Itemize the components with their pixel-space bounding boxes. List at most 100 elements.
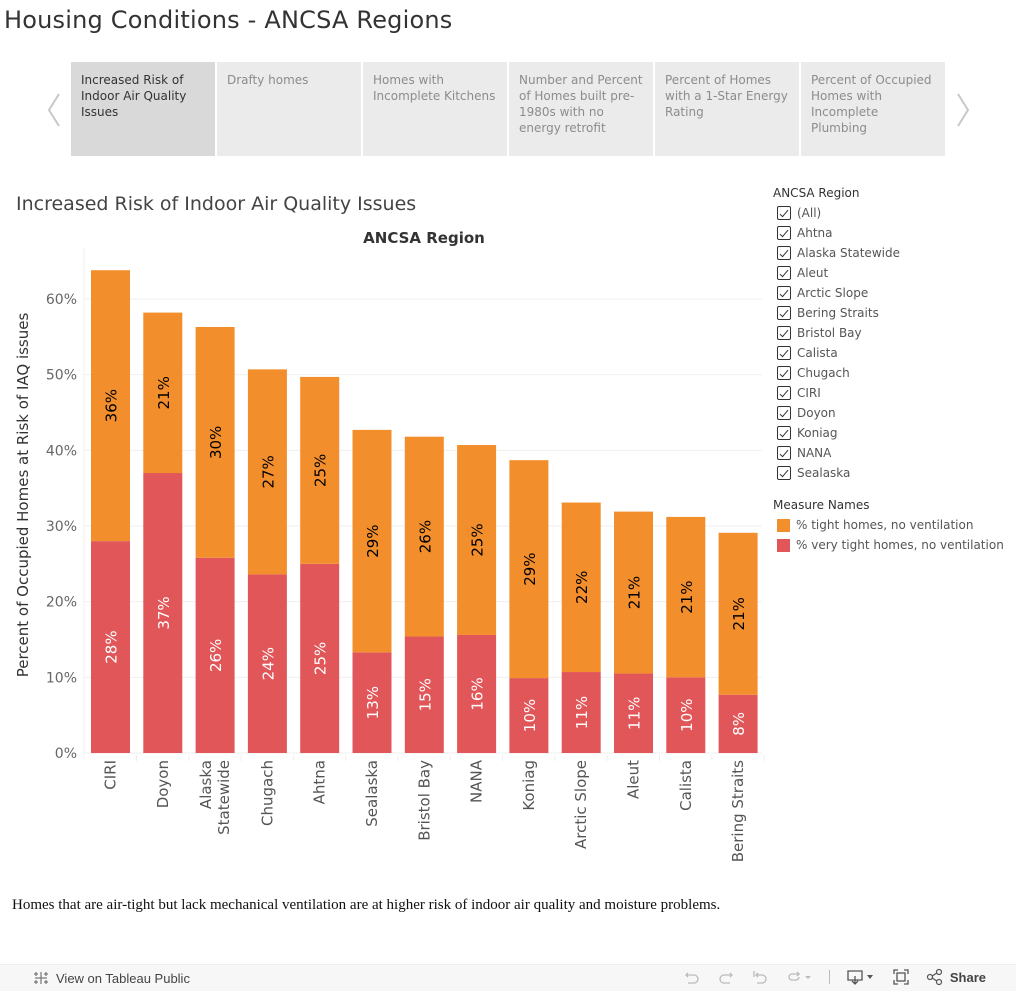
filter-item[interactable]: Calista [773, 343, 1013, 363]
checkbox[interactable] [777, 306, 791, 320]
bar-very-tight[interactable] [666, 677, 706, 753]
legend-label: % tight homes, no ventilation [796, 518, 974, 532]
filter-item[interactable]: Bering Straits [773, 303, 1013, 323]
bar-group[interactable]: 28% 36% [91, 270, 130, 753]
legend-item-very-tight[interactable]: % very tight homes, no ventilation [773, 535, 1013, 555]
bar-group[interactable]: 11% 22% [561, 502, 601, 753]
sheet-title: Increased Risk of Indoor Air Quality Iss… [16, 193, 417, 215]
bar-tight[interactable] [457, 445, 497, 635]
filter-item[interactable]: Alaska Statewide [773, 243, 1013, 263]
filter-item[interactable]: Arctic Slope [773, 283, 1013, 303]
filter-item[interactable]: Doyon [773, 403, 1013, 423]
view-on-tableau-label: View on Tableau Public [56, 970, 190, 986]
bar-tight[interactable] [91, 270, 130, 542]
tableau-toolbar: View on Tableau Public Share [0, 964, 1016, 991]
bar-tight[interactable] [614, 511, 653, 674]
bar-very-tight[interactable] [718, 694, 758, 753]
filter-item-label: Alaska Statewide [797, 246, 900, 260]
bar-group[interactable]: 13% 29% [352, 429, 392, 753]
bar-group[interactable]: 15% 26% [404, 436, 444, 753]
bar-very-tight[interactable] [195, 557, 235, 753]
bar-tight[interactable] [404, 436, 444, 637]
bar-very-tight[interactable] [247, 574, 287, 753]
checkbox[interactable] [777, 266, 791, 280]
filter-item[interactable]: Aleut [773, 263, 1013, 283]
story-tab-label: Increased Risk of Indoor Air Quality Iss… [81, 73, 187, 119]
bar-label-very-tight: 26% [207, 639, 225, 672]
filter-item-label: Aleut [797, 266, 829, 280]
bar-label-very-tight: 11% [626, 697, 644, 730]
story-tab-indoor-air-quality[interactable]: Increased Risk of Indoor Air Quality Iss… [71, 62, 215, 156]
filter-item[interactable]: Sealaska [773, 463, 1013, 483]
bar-group[interactable]: 10% 21% [666, 516, 706, 753]
y-axis: 0% 10% 20% 30% 40% 50% 60% [46, 292, 77, 762]
story-tab-pre-1980-homes[interactable]: Number and Percent of Homes built pre-19… [509, 62, 653, 156]
x-tick-label-line: Ahtna [311, 760, 329, 804]
bar-group[interactable]: 37% 21% [143, 312, 183, 753]
checkbox[interactable] [777, 206, 791, 220]
filter-item[interactable]: Chugach [773, 363, 1013, 383]
bar-tight[interactable] [509, 460, 549, 679]
bar-tight[interactable] [247, 369, 287, 575]
bar-very-tight[interactable] [509, 678, 549, 753]
checkbox[interactable] [777, 386, 791, 400]
bar-very-tight[interactable] [404, 636, 444, 753]
filter-item[interactable]: CIRI [773, 383, 1013, 403]
bar-tight[interactable] [561, 502, 601, 673]
undo-button[interactable] [683, 968, 701, 986]
fullscreen-button[interactable] [892, 968, 910, 986]
bar-very-tight[interactable] [91, 541, 130, 753]
story-tab-1-star-energy[interactable]: Percent of Homes with a 1-Star Energy Ra… [655, 62, 799, 156]
bar-very-tight[interactable] [300, 563, 340, 753]
bar-very-tight[interactable] [561, 672, 601, 753]
checkbox[interactable] [777, 446, 791, 460]
checkbox[interactable] [777, 366, 791, 380]
bar-group[interactable]: 8% 21% [718, 532, 758, 753]
filter-item[interactable]: Koniag [773, 423, 1013, 443]
checkbox[interactable] [777, 406, 791, 420]
filter-item[interactable]: Ahtna [773, 223, 1013, 243]
previous-story-button[interactable] [44, 90, 64, 130]
bar-very-tight[interactable] [143, 473, 183, 753]
filter-item[interactable]: NANA [773, 443, 1013, 463]
bar-tight[interactable] [143, 312, 183, 474]
checkbox[interactable] [777, 346, 791, 360]
legend-item-tight[interactable]: % tight homes, no ventilation [773, 515, 1013, 535]
bar-very-tight[interactable] [352, 652, 392, 753]
checkbox[interactable] [777, 226, 791, 240]
checkbox[interactable] [777, 466, 791, 480]
story-tab-incomplete-kitchens[interactable]: Homes with Incomplete Kitchens [363, 62, 507, 156]
bar-tight[interactable] [195, 326, 235, 558]
redo-button[interactable] [717, 968, 735, 986]
bar-tight[interactable] [666, 516, 706, 678]
bar-label-very-tight: 37% [155, 596, 173, 629]
story-tabs: Increased Risk of Indoor Air Quality Iss… [71, 62, 945, 156]
next-story-button[interactable] [953, 90, 973, 130]
bar-very-tight[interactable] [457, 634, 497, 753]
revert-button[interactable] [751, 968, 769, 986]
checkbox[interactable] [777, 426, 791, 440]
story-tab-incomplete-plumbing[interactable]: Percent of Occupied Homes with Incomplet… [801, 62, 945, 156]
bar-label-tight: 25% [312, 454, 330, 487]
filter-item[interactable]: Bristol Bay [773, 323, 1013, 343]
story-tab-drafty-homes[interactable]: Drafty homes [217, 62, 361, 156]
x-tick-label: Calista [677, 760, 695, 811]
bar-tight[interactable] [352, 429, 392, 653]
checkbox[interactable] [777, 326, 791, 340]
bar-very-tight[interactable] [614, 673, 653, 753]
refresh-button[interactable] [785, 968, 813, 986]
share-button[interactable]: Share [926, 968, 986, 986]
bar-group[interactable]: 16% 25% [457, 445, 497, 753]
download-button[interactable] [846, 968, 876, 986]
bar-tight[interactable] [300, 376, 340, 564]
checkbox[interactable] [777, 246, 791, 260]
bar-group[interactable]: 10% 29% [509, 460, 549, 753]
filter-item[interactable]: (All) [773, 203, 1013, 223]
bar-group[interactable]: 11% 21% [614, 511, 653, 753]
bar-group[interactable]: 25% 25% [300, 376, 340, 753]
bar-tight[interactable] [718, 532, 758, 695]
bar-group[interactable]: 24% 27% [247, 369, 287, 753]
bar-group[interactable]: 26% 30% [195, 326, 235, 753]
view-on-tableau-link[interactable]: View on Tableau Public [32, 969, 190, 987]
checkbox[interactable] [777, 286, 791, 300]
